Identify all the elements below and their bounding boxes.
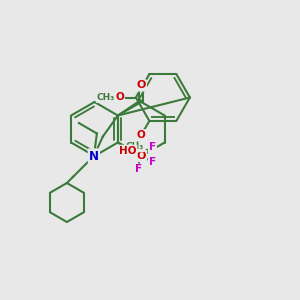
Text: O: O: [115, 92, 124, 103]
Text: F: F: [135, 164, 142, 175]
Text: CH₃: CH₃: [97, 93, 115, 102]
Text: O: O: [136, 151, 146, 161]
Text: CH₃: CH₃: [125, 142, 143, 152]
Text: F: F: [149, 142, 156, 152]
Text: O: O: [136, 80, 146, 91]
Text: N: N: [89, 149, 99, 163]
Text: HO: HO: [119, 146, 136, 156]
Text: F: F: [149, 157, 156, 167]
Text: O: O: [137, 130, 146, 140]
